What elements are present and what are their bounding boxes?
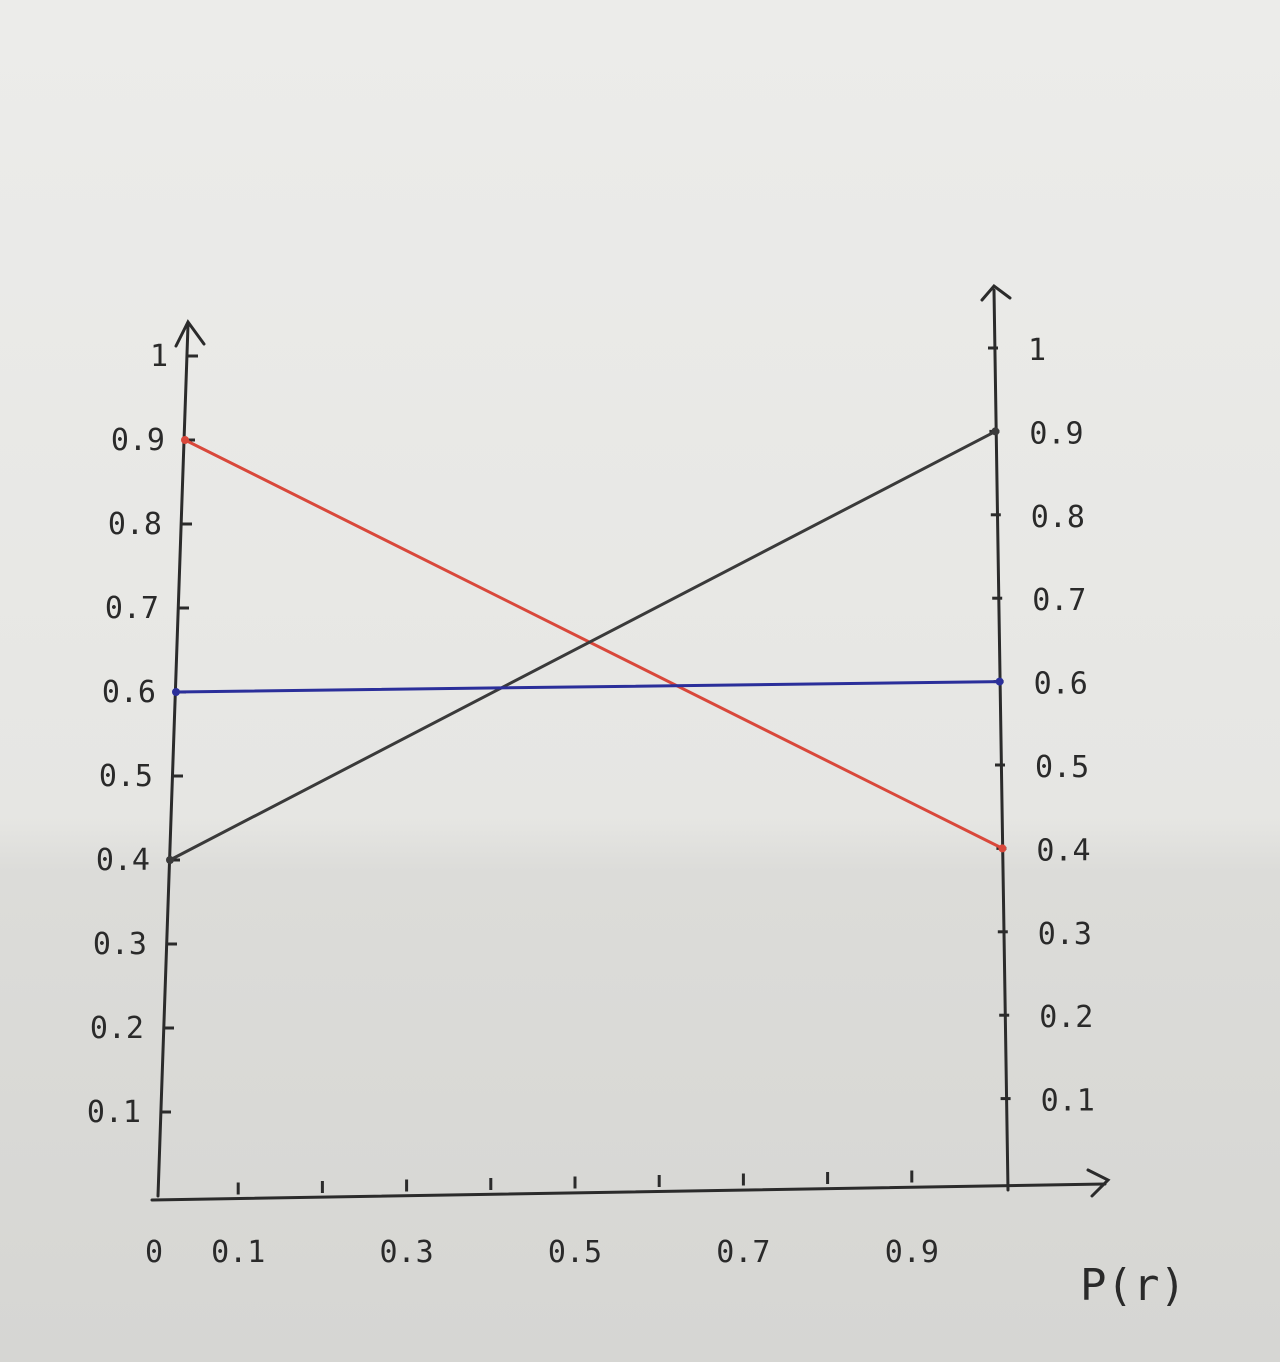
series-point-3 (995, 677, 1004, 686)
series-line-1 (183, 438, 1004, 850)
left-y-tick-label: 0.5 (99, 759, 153, 794)
x-axis-line (150, 1182, 1107, 1202)
x-tick-label: 0.5 (548, 1235, 602, 1270)
x-axis-title: P(r) (1080, 1260, 1186, 1311)
right-y-tick-label: 0.8 (1031, 500, 1085, 535)
series-point-2 (166, 856, 174, 864)
left-y-tick-label: 0.9 (111, 423, 165, 458)
x-axis-arrow (1086, 1168, 1111, 1198)
right-y-tick-label: 0.1 (1041, 1084, 1095, 1119)
left-y-tick-label: 0.6 (102, 675, 156, 710)
right-y-tick-label: 0.6 (1034, 667, 1088, 702)
x-tick-label: 0.7 (716, 1235, 770, 1270)
right-y-tick-label: 0.9 (1029, 416, 1083, 451)
series-point-1 (181, 436, 189, 444)
right-y-tick-label: 0.2 (1039, 1000, 1093, 1035)
right-y-axis-line (992, 288, 1010, 1192)
left-y-axis-arrow (174, 319, 206, 348)
left-y-tick-label: 0.7 (105, 591, 159, 626)
left-y-tick-label: 0.8 (108, 507, 162, 542)
left-y-tick-label: 0.2 (90, 1011, 144, 1046)
series-line-2 (168, 429, 997, 862)
right-y-axis-arrow (980, 283, 1012, 302)
left-y-tick-label: 0.1 (87, 1095, 141, 1130)
right-y-tick-label: 0.3 (1038, 917, 1092, 952)
right-y-tick-label: 0.7 (1032, 583, 1086, 618)
right-y-tick-label: 1 (1028, 333, 1046, 368)
left-y-tick-label: 0.4 (96, 843, 150, 878)
series-point-3 (172, 688, 180, 696)
series-point-2 (991, 427, 1000, 436)
x-tick-label: 0.1 (211, 1235, 265, 1270)
right-y-tick-label: 0.5 (1035, 750, 1089, 785)
x-tick-label: 0 (145, 1235, 163, 1270)
x-tick-label: 0.3 (380, 1235, 434, 1270)
left-y-tick-label: 1 (150, 339, 168, 374)
left-y-axis-line (156, 323, 190, 1198)
series-point-1 (998, 844, 1007, 853)
x-tick-label: 0.9 (885, 1235, 939, 1270)
right-y-tick-label: 0.4 (1036, 833, 1090, 868)
series-line-3 (174, 680, 1002, 694)
left-y-tick-label: 0.3 (93, 927, 147, 962)
